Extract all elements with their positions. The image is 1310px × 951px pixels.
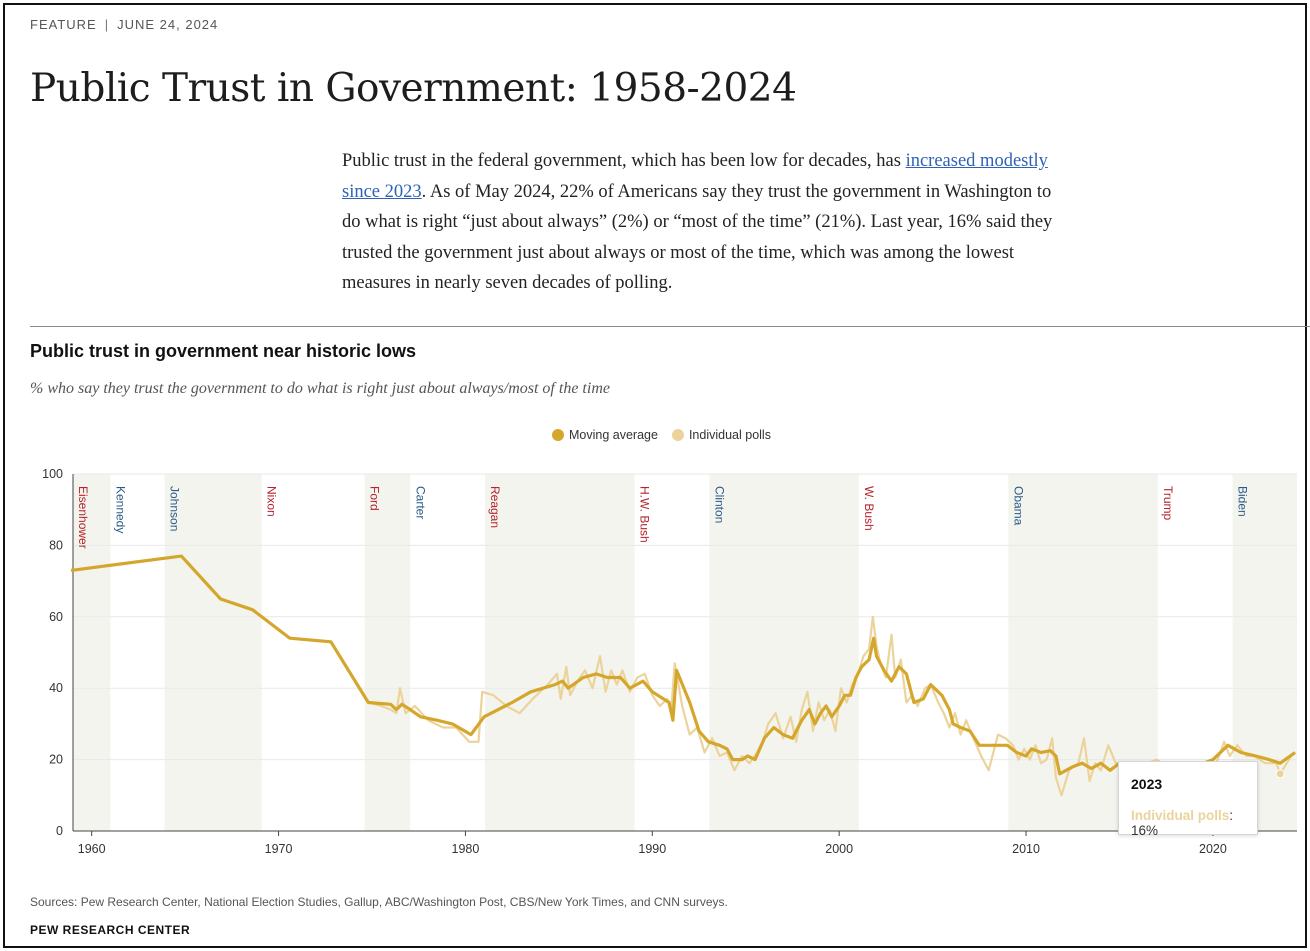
- chart-subtitle: % who say they trust the government to d…: [30, 380, 610, 397]
- x-tick-label-1960: 1960: [78, 842, 106, 856]
- x-tick-label-1990: 1990: [638, 842, 666, 856]
- president-label-nixon: Nixon: [265, 486, 279, 517]
- chart-credit: PEW RESEARCH CENTER: [30, 923, 191, 937]
- y-tick-label-100: 100: [42, 467, 63, 481]
- tooltip-series-label: Individual polls: [1131, 808, 1230, 823]
- chart-tooltip: 2023 Individual polls: 16%: [1118, 761, 1258, 838]
- president-label-obama: Obama: [1011, 486, 1025, 526]
- legend-swatch-individual-polls: [671, 429, 684, 441]
- x-tick-label-1980: 1980: [452, 842, 480, 856]
- kicker: FEATURE | JUNE 24, 2024: [30, 17, 218, 32]
- trust-line-chart[interactable]: Eisenhower Kennedy Johnson Nixon Ford Carter R…: [0, 0, 1310, 870]
- moving-average-line: [70, 554, 1297, 776]
- legend-item-moving-average[interactable]: Moving average: [552, 428, 658, 442]
- president-label-kennedy: Kennedy: [113, 486, 127, 533]
- chart-series: [70, 554, 1297, 797]
- term-band-johnson: [164, 474, 262, 831]
- president-label-eisenhower: Eisenhower: [76, 486, 90, 549]
- kicker-section[interactable]: FEATURE: [30, 17, 97, 32]
- tooltip-value: 16%: [1131, 823, 1159, 838]
- y-tick-label-80: 80: [49, 538, 63, 552]
- chart-axes: 0 20 40 60 80 100 1960 1970 1980 1990 2000 2010 2020: [42, 467, 1297, 856]
- page-title: Public Trust in Government: 1958-2024: [30, 66, 797, 111]
- x-tick-label-2010: 2010: [1012, 842, 1040, 856]
- president-label-biden: Biden: [1236, 486, 1250, 517]
- intro-text-after: . As of May 2024, 22% of Americans say t…: [342, 181, 1053, 294]
- y-tick-label-40: 40: [49, 681, 63, 695]
- term-band-ford: [364, 474, 411, 831]
- chart-sources: Sources: Pew Research Center, National E…: [30, 895, 728, 909]
- president-label-h-w-bush: H.W. Bush: [638, 486, 652, 543]
- x-tick-label-2020: 2020: [1199, 842, 1227, 856]
- president-label-reagan: Reagan: [488, 486, 502, 528]
- legend-swatch-moving-average: [552, 429, 564, 441]
- kicker-date: JUNE 24, 2024: [117, 17, 219, 32]
- increased-modestly-link[interactable]: increased modestly since 2023: [342, 151, 1048, 202]
- section-divider: [30, 326, 1310, 327]
- x-tick-label-2000: 2000: [825, 842, 853, 856]
- president-label-w-bush: W. Bush: [862, 486, 876, 531]
- intro-text-before: Public trust in the federal government, …: [342, 151, 906, 171]
- y-tick-label-20: 20: [49, 753, 63, 767]
- legend-label-individual-polls: Individual polls: [688, 428, 771, 442]
- chart-title: Public trust in government near historic…: [30, 341, 417, 361]
- president-label-trump: Trump: [1161, 486, 1175, 521]
- legend-item-individual-polls[interactable]: Individual polls: [671, 428, 771, 442]
- term-band-eisenhower: [73, 474, 111, 831]
- president-labels: Eisenhower Kennedy Johnson Nixon Ford Carter R…: [76, 486, 1250, 549]
- y-tick-label-60: 60: [49, 610, 63, 624]
- president-term-bands: [73, 474, 1297, 831]
- y-tick-label-0: 0: [56, 824, 63, 838]
- tooltip-year: 2023: [1131, 776, 1163, 792]
- tooltip-row: Individual polls: 16%: [1131, 808, 1234, 838]
- chart-legend: Moving average Individual polls: [552, 428, 771, 442]
- hover-point-marker: [1275, 769, 1285, 779]
- x-tick-label-1970: 1970: [265, 842, 293, 856]
- legend-label-moving-average: Moving average: [569, 428, 658, 442]
- intro-paragraph: Public trust in the federal government, …: [342, 146, 1054, 299]
- president-label-johnson: Johnson: [168, 486, 182, 531]
- president-label-carter: Carter: [413, 486, 427, 519]
- term-band-reagan: [485, 474, 635, 831]
- kicker-separator: |: [104, 17, 110, 32]
- president-label-clinton: Clinton: [712, 486, 726, 523]
- president-label-ford: Ford: [368, 486, 382, 511]
- term-band-clinton: [709, 474, 859, 831]
